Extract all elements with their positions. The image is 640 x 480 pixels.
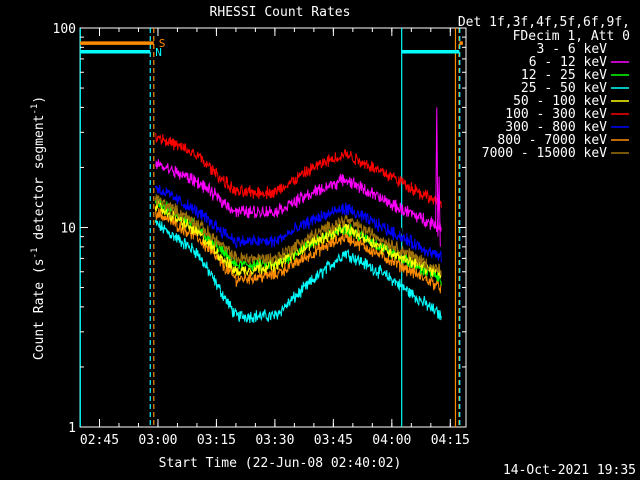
legend-header-line1: Det 1f,3f,4f,5f,6f,9f,: [458, 15, 630, 30]
x-tick-label: 03:00: [138, 433, 177, 448]
legend-label-2: 12 - 25 keV: [521, 68, 607, 83]
flare-spike: [435, 107, 441, 247]
legend-label-0: 3 - 6 keV: [537, 42, 608, 57]
y-tick-label: 10: [60, 222, 76, 237]
x-tick-label: 03:45: [314, 433, 353, 448]
legend-label-1: 6 - 12 keV: [529, 55, 607, 70]
state-flags: SN: [80, 37, 463, 59]
y-tick-label: 1: [68, 421, 76, 436]
legend-header-line2: FDecim 1, Att 0: [513, 29, 630, 44]
x-tick-label: 03:15: [197, 433, 236, 448]
series-line-3: [154, 219, 442, 324]
legend: Det 1f,3f,4f,5f,6f,9f, FDecim 1, Att 0 3…: [458, 15, 630, 161]
series-line-1: [155, 159, 442, 233]
legend-label-5: 100 - 300 keV: [505, 107, 607, 122]
series-line-5: [154, 132, 442, 211]
series-line-8: [154, 194, 442, 275]
x-tick-label: 02:45: [80, 433, 119, 448]
x-tick-label: 03:30: [255, 433, 294, 448]
legend-label-8: 7000 - 15000 keV: [482, 146, 607, 161]
legend-label-7: 800 - 7000 keV: [497, 133, 607, 148]
flag-label-n: N: [155, 46, 162, 59]
y-axis-label: Count Rate (s-1 detector segment-1): [30, 96, 47, 360]
x-tick-label: 04:15: [431, 433, 470, 448]
flag-label-s: S: [159, 37, 166, 50]
legend-label-6: 300 - 800 keV: [505, 120, 607, 135]
x-axis-label: Start Time (22-Jun-08 02:40:02): [159, 456, 402, 471]
series-line-7: [154, 205, 442, 294]
series-line-6: [154, 184, 442, 263]
footer-timestamp: 14-Oct-2021 19:35: [503, 463, 636, 478]
chart-title: RHESSI Count Rates: [210, 5, 351, 20]
legend-label-4: 50 - 100 keV: [513, 94, 607, 109]
axes: 1 10 100 02:45 03:00 03:15 03:30 03:45 04:00 04:1…: [53, 22, 470, 448]
y-tick-label: 100: [53, 22, 76, 37]
plot-frame: [79, 27, 467, 428]
legend-label-3: 25 - 50 keV: [521, 81, 607, 96]
x-tick-label: 04:00: [372, 433, 411, 448]
data-series: [154, 107, 442, 324]
vertical-markers: [79, 28, 461, 427]
